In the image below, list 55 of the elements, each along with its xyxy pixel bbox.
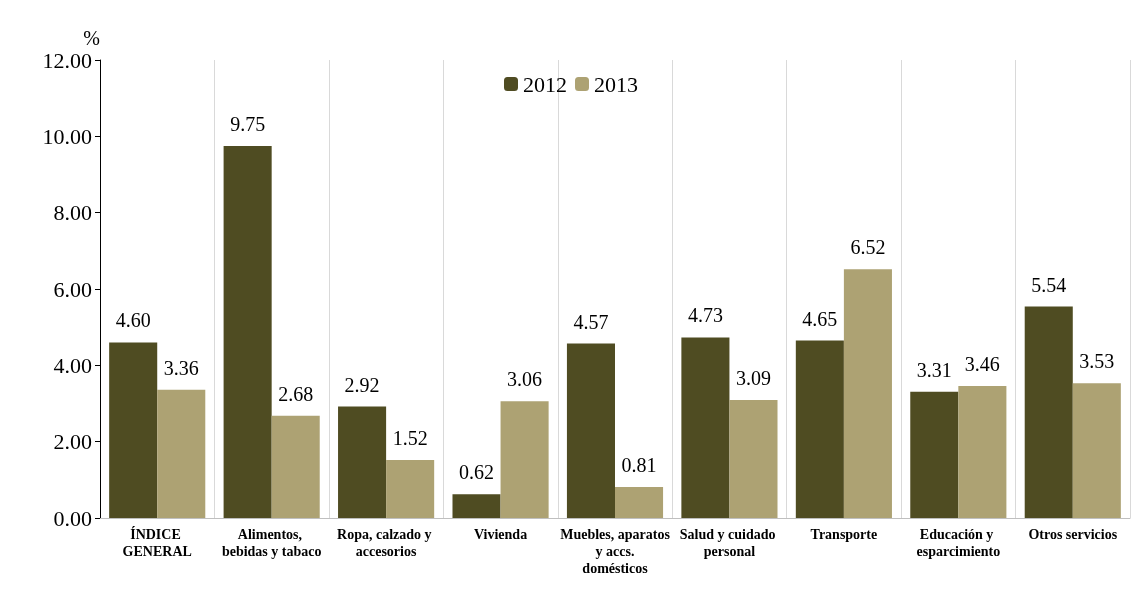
bar <box>386 459 435 518</box>
data-label: 0.81 <box>621 454 657 477</box>
x-tick-label: Salud y cuidado personal <box>679 527 780 559</box>
data-label: 2.68 <box>278 382 314 405</box>
data-label: 6.52 <box>850 236 886 259</box>
bar <box>615 487 664 518</box>
bar <box>1072 383 1121 518</box>
bar <box>500 401 549 518</box>
data-label: 3.46 <box>964 352 1000 375</box>
data-label: 2.92 <box>344 373 380 396</box>
bar <box>109 342 158 518</box>
bar <box>566 343 615 518</box>
legend-label: 2013 <box>594 71 638 97</box>
x-tick-label: Muebles, aparatos y accs. domésticos <box>560 527 671 576</box>
data-label: 3.09 <box>735 367 771 390</box>
x-tick-label: ÍNDICE GENERAL <box>122 526 192 559</box>
y-tick-label: 10.00 <box>42 123 92 149</box>
y-tick-label: 4.00 <box>53 352 92 378</box>
data-label: 9.75 <box>230 112 266 135</box>
bar <box>910 391 959 518</box>
bar <box>958 385 1007 518</box>
data-label: 3.36 <box>163 356 199 379</box>
bar <box>843 269 892 518</box>
x-tick-label: Ropa, calzado y accesorios <box>337 527 436 559</box>
bar <box>157 389 206 518</box>
x-tick-label: Alimentos, bebidas y tabaco <box>221 527 322 559</box>
data-label: 3.06 <box>507 368 543 391</box>
y-tick-label: 8.00 <box>53 200 92 226</box>
x-tick-label: Otros servicios <box>1028 527 1118 542</box>
x-tick-label: Vivienda <box>473 527 528 542</box>
y-tick-label: 12.00 <box>42 47 92 73</box>
y-tick-label: 2.00 <box>53 429 92 455</box>
x-tick-label: Educación y esparcimiento <box>916 527 1001 559</box>
bar <box>452 494 501 518</box>
bar <box>223 145 272 518</box>
data-label: 0.62 <box>459 461 495 484</box>
bar <box>681 337 730 518</box>
data-label: 3.31 <box>916 358 952 381</box>
bar <box>1024 306 1073 518</box>
bar <box>271 415 320 518</box>
data-label: 4.65 <box>802 307 838 330</box>
y-axis-title: % <box>83 27 100 49</box>
bar <box>338 406 387 518</box>
x-tick-label: Transporte <box>810 527 878 542</box>
data-label: 4.60 <box>115 309 151 332</box>
y-tick-label: 6.00 <box>53 276 92 302</box>
y-tick-label: 0.00 <box>53 505 92 531</box>
bar <box>795 340 844 518</box>
legend-label: 2012 <box>523 71 567 97</box>
data-label: 1.52 <box>392 426 428 449</box>
data-label: 5.54 <box>1031 273 1067 296</box>
bar <box>729 400 778 518</box>
data-label: 4.73 <box>687 304 723 327</box>
data-label: 3.53 <box>1079 350 1115 373</box>
data-label: 4.57 <box>573 310 609 333</box>
